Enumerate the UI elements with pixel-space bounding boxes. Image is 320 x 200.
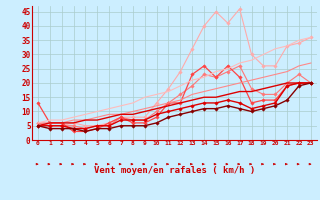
X-axis label: Vent moyen/en rafales ( km/h ): Vent moyen/en rafales ( km/h ) <box>94 166 255 175</box>
